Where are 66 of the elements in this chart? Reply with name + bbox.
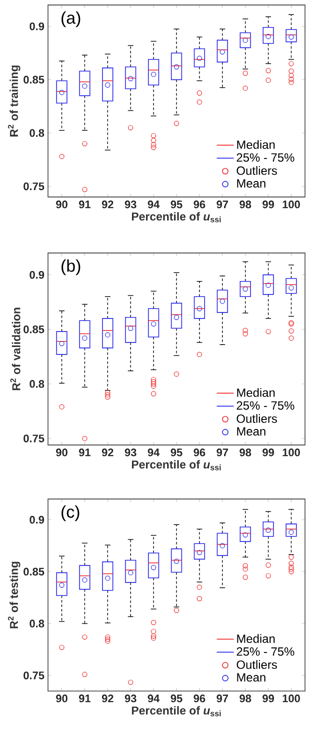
x-tick-label: 92 — [102, 448, 114, 456]
x-tick-label: 93 — [124, 448, 136, 456]
x-tick-label: 100 — [282, 200, 300, 208]
y-axis-title: R$^{2}$ of training — [8, 66, 20, 136]
x-tick-label: 96 — [194, 694, 206, 702]
x-tick-label: 99 — [262, 694, 274, 702]
x-tick-label: 91 — [78, 694, 90, 702]
y-tick-label: 0.8 — [30, 380, 44, 388]
x-tick-label: 97 — [216, 448, 228, 456]
x-tick-label: 93 — [124, 200, 136, 208]
x-tick-label: 97 — [216, 200, 228, 208]
y-axis-title: R$^{2}$ of validation — [10, 308, 20, 390]
legend-label: 25% - 75% — [236, 647, 294, 656]
x-tick-label: 90 — [56, 200, 68, 208]
x-tick-label: 94 — [148, 448, 160, 456]
x-tick-label: 92 — [102, 200, 114, 208]
legend-label: Mean — [237, 179, 266, 188]
y-tick-label: 0.9 — [30, 516, 44, 524]
y-tick-label: 0.85 — [24, 326, 44, 334]
y-tick-label: 0.9 — [30, 22, 44, 30]
legend-label: Mean — [237, 673, 266, 682]
x-tick-label: 94 — [148, 200, 160, 208]
annotation: Median — [237, 388, 275, 397]
annotation: Median — [237, 140, 275, 149]
y-tick-label: 0.8 — [30, 620, 44, 628]
legend-label: 25% - 75% — [236, 153, 294, 162]
x-tick-label: 93 — [124, 694, 136, 702]
x-tick-label: 99 — [262, 200, 274, 208]
x-tick-label: 98 — [240, 448, 252, 456]
x-tick-label: 90 — [56, 448, 68, 456]
legend-label: Outliers — [236, 414, 277, 423]
x-tick-label: 98 — [240, 694, 252, 702]
x-axis-title: Percentile of u$_{ssi}$ — [132, 460, 221, 470]
annotation: (a) — [62, 11, 80, 28]
annotation: (c) — [62, 505, 80, 522]
x-tick-label: 96 — [194, 200, 206, 208]
x-tick-label: 90 — [56, 694, 68, 702]
x-tick-label: 100 — [282, 694, 300, 702]
annotation: (b) — [62, 259, 80, 276]
x-tick-label: 94 — [148, 694, 160, 702]
y-tick-label: 0.85 — [24, 76, 44, 84]
x-tick-label: 95 — [170, 694, 182, 702]
y-tick-label: 0.75 — [24, 672, 44, 680]
annotation: Median — [237, 634, 275, 643]
x-tick-label: 96 — [194, 448, 206, 456]
x-tick-label: 98 — [240, 200, 252, 208]
y-tick-label: 0.75 — [24, 182, 44, 190]
x-tick-label: 95 — [170, 448, 182, 456]
y-tick-label: 0.8 — [30, 129, 44, 137]
y-tick-label: 0.85 — [24, 568, 44, 576]
x-axis-title: Percentile of u$_{ssi}$ — [132, 212, 221, 222]
legend-label: 25% - 75% — [236, 401, 294, 410]
x-tick-label: 99 — [262, 448, 274, 456]
legend-label: Outliers — [236, 166, 277, 175]
x-axis-title: Percentile of u$_{ssi}$ — [132, 706, 221, 716]
y-axis-title: R$^{2}$ of testing — [8, 562, 20, 628]
x-tick-label: 92 — [102, 694, 114, 702]
legend-label: Outliers — [236, 660, 277, 669]
y-tick-label: 0.75 — [24, 434, 44, 442]
x-tick-label: 97 — [216, 694, 228, 702]
x-tick-label: 95 — [170, 200, 182, 208]
x-tick-label: 91 — [78, 200, 90, 208]
x-tick-label: 91 — [78, 448, 90, 456]
y-tick-label: 0.9 — [30, 270, 44, 279]
legend-label: Mean — [237, 427, 266, 436]
x-tick-label: 100 — [282, 448, 300, 456]
